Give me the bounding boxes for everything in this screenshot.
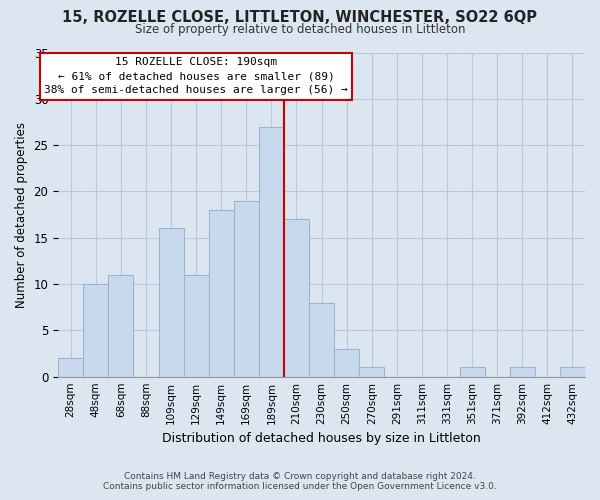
Y-axis label: Number of detached properties: Number of detached properties xyxy=(15,122,28,308)
Bar xyxy=(284,219,309,376)
Bar xyxy=(359,368,384,376)
Bar xyxy=(83,284,109,376)
Text: 15, ROZELLE CLOSE, LITTLETON, WINCHESTER, SO22 6QP: 15, ROZELLE CLOSE, LITTLETON, WINCHESTER… xyxy=(62,10,538,25)
Bar xyxy=(58,358,83,376)
Bar xyxy=(334,349,359,376)
Text: Size of property relative to detached houses in Littleton: Size of property relative to detached ho… xyxy=(135,22,465,36)
Bar xyxy=(560,368,585,376)
Bar xyxy=(158,228,184,376)
Bar xyxy=(209,210,234,376)
Bar xyxy=(510,368,535,376)
Bar xyxy=(184,275,209,376)
Bar xyxy=(259,126,284,376)
Bar xyxy=(234,200,259,376)
Text: 15 ROZELLE CLOSE: 190sqm
← 61% of detached houses are smaller (89)
38% of semi-d: 15 ROZELLE CLOSE: 190sqm ← 61% of detach… xyxy=(44,57,348,95)
Bar xyxy=(309,302,334,376)
Bar xyxy=(460,368,485,376)
Text: Contains HM Land Registry data © Crown copyright and database right 2024.
Contai: Contains HM Land Registry data © Crown c… xyxy=(103,472,497,491)
Bar xyxy=(109,275,133,376)
X-axis label: Distribution of detached houses by size in Littleton: Distribution of detached houses by size … xyxy=(162,432,481,445)
